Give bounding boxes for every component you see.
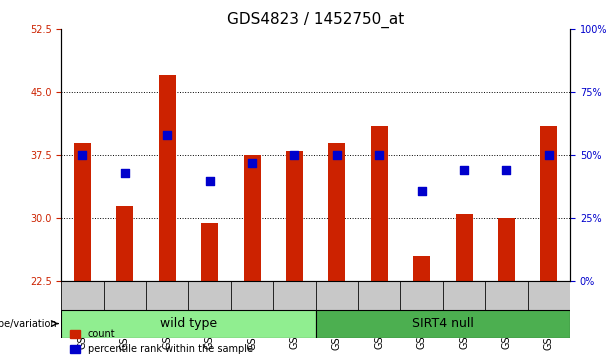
Bar bbox=[528, 281, 570, 310]
Point bbox=[78, 152, 88, 158]
Bar bbox=[455, 214, 473, 281]
Bar bbox=[159, 75, 176, 281]
Bar bbox=[189, 281, 231, 310]
Bar bbox=[541, 126, 557, 281]
Point bbox=[120, 170, 130, 176]
Bar bbox=[146, 281, 189, 310]
Text: genotype/variation: genotype/variation bbox=[0, 319, 57, 329]
Point bbox=[332, 152, 342, 158]
Text: SIRT4 null: SIRT4 null bbox=[412, 317, 474, 330]
Bar bbox=[243, 155, 261, 281]
Bar bbox=[273, 281, 316, 310]
Point bbox=[289, 152, 299, 158]
Bar bbox=[231, 281, 273, 310]
Bar bbox=[116, 206, 134, 281]
Bar bbox=[358, 281, 400, 310]
Point bbox=[544, 152, 554, 158]
FancyBboxPatch shape bbox=[316, 310, 570, 338]
Bar bbox=[443, 281, 485, 310]
Bar bbox=[485, 281, 528, 310]
Point bbox=[501, 167, 511, 173]
Point bbox=[205, 178, 215, 183]
Bar bbox=[400, 281, 443, 310]
Point bbox=[162, 132, 172, 138]
Text: wild type: wild type bbox=[160, 317, 217, 330]
Legend: count, percentile rank within the sample: count, percentile rank within the sample bbox=[66, 326, 256, 358]
Bar bbox=[329, 143, 345, 281]
Bar bbox=[316, 281, 358, 310]
Bar bbox=[498, 219, 515, 281]
Title: GDS4823 / 1452750_at: GDS4823 / 1452750_at bbox=[227, 12, 405, 28]
Bar bbox=[201, 223, 218, 281]
Bar bbox=[413, 256, 430, 281]
Bar bbox=[61, 281, 104, 310]
Point bbox=[417, 188, 427, 193]
Point bbox=[459, 167, 469, 173]
Point bbox=[247, 160, 257, 166]
Point bbox=[375, 152, 384, 158]
Bar bbox=[61, 281, 570, 310]
Bar bbox=[286, 151, 303, 281]
Bar bbox=[74, 143, 91, 281]
FancyBboxPatch shape bbox=[61, 310, 316, 338]
Bar bbox=[104, 281, 146, 310]
Bar bbox=[371, 126, 388, 281]
